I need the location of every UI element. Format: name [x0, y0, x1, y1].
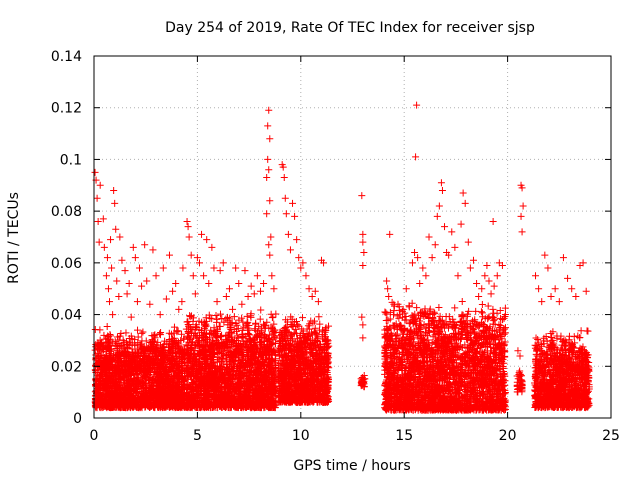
data-point	[270, 320, 278, 328]
data-point	[256, 315, 264, 323]
data-point	[139, 328, 147, 336]
data-point	[138, 329, 146, 337]
data-point	[122, 329, 130, 337]
data-point	[169, 335, 177, 343]
data-point	[102, 351, 110, 359]
data-point	[103, 323, 111, 331]
data-point	[257, 306, 265, 314]
data-point	[165, 329, 173, 337]
data-point	[97, 340, 105, 348]
data-point	[315, 313, 323, 321]
chart-title: Day 254 of 2019, Rate Of TEC Index for r…	[165, 20, 535, 36]
data-point	[212, 311, 220, 319]
data-point	[100, 331, 108, 339]
data-point	[112, 345, 120, 353]
data-point	[142, 372, 150, 380]
data-point	[96, 326, 104, 334]
data-point	[268, 314, 276, 322]
data-point	[216, 310, 224, 318]
data-point	[134, 326, 142, 334]
data-point	[170, 323, 178, 331]
data-points	[91, 101, 593, 414]
data-point	[132, 360, 140, 368]
data-point	[178, 330, 186, 338]
data-point	[230, 313, 238, 321]
data-point	[129, 348, 137, 356]
data-point	[299, 314, 307, 322]
data-point	[142, 337, 150, 345]
data-point	[134, 333, 142, 341]
data-point	[127, 332, 135, 340]
data-point	[126, 375, 134, 383]
data-point	[156, 330, 164, 338]
data-point	[243, 320, 251, 328]
grid-lines	[94, 56, 611, 418]
data-point	[116, 355, 124, 363]
